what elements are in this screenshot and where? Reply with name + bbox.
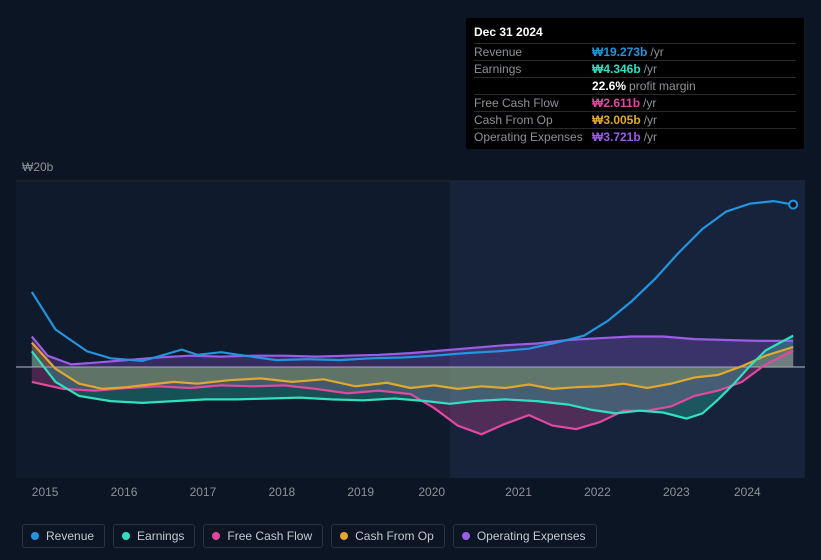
legend-color-dot [212,532,220,540]
tooltip-row-value: ₩19.273b [592,44,647,61]
tooltip-row-value: ₩3.005b [592,112,641,129]
x-axis-label: 2018 [268,485,295,499]
legend-label: Free Cash Flow [227,529,312,543]
x-axis-label: 2021 [505,485,532,499]
legend-label: Revenue [46,529,94,543]
tooltip-row-label: Operating Expenses [474,129,592,146]
tooltip-row-label: Revenue [474,44,592,61]
tooltip-row: 22.6%profit margin [474,77,796,94]
tooltip-row-value: 22.6% [592,78,626,95]
legend-label: Operating Expenses [477,529,586,543]
tooltip-row-suffix: profit margin [629,78,696,95]
chart-tooltip: Dec 31 2024 Revenue₩19.273b/yrEarnings₩4… [466,18,804,149]
tooltip-row-suffix: /yr [644,129,657,146]
earnings-revenue-chart[interactable] [16,160,805,498]
legend-color-dot [340,532,348,540]
legend-item[interactable]: Earnings [113,524,195,548]
tooltip-row-suffix: /yr [643,95,656,112]
x-axis-label: 2019 [347,485,374,499]
legend-color-dot [462,532,470,540]
tooltip-row: Free Cash Flow₩2.611b/yr [474,94,796,111]
x-axis-label: 2023 [663,485,690,499]
tooltip-row: Cash From Op₩3.005b/yr [474,111,796,128]
legend-item[interactable]: Free Cash Flow [203,524,323,548]
legend-color-dot [31,532,39,540]
legend-item[interactable]: Cash From Op [331,524,445,548]
legend-label: Earnings [137,529,184,543]
tooltip-row-suffix: /yr [650,44,663,61]
series-end-marker [789,201,797,209]
tooltip-row-label: Free Cash Flow [474,95,592,112]
x-axis-label: 2020 [418,485,445,499]
chart-legend: Revenue Earnings Free Cash Flow Cash From O… [22,524,597,548]
tooltip-date: Dec 31 2024 [474,24,796,43]
legend-color-dot [122,532,130,540]
tooltip-row-suffix: /yr [644,112,657,129]
legend-item[interactable]: Operating Expenses [453,524,597,548]
x-axis-label: 2024 [734,485,761,499]
tooltip-row-label: Earnings [474,61,592,78]
legend-label: Cash From Op [355,529,434,543]
x-axis-label: 2022 [584,485,611,499]
tooltip-row: Earnings₩4.346b/yr [474,60,796,77]
legend-item[interactable]: Revenue [22,524,105,548]
x-axis-label: 2015 [32,485,59,499]
tooltip-row-value: ₩3.721b [592,129,641,146]
x-axis-label: 2017 [190,485,217,499]
tooltip-row-suffix: /yr [644,61,657,78]
tooltip-row-label: Cash From Op [474,112,592,129]
tooltip-row-value: ₩4.346b [592,61,641,78]
tooltip-row: Revenue₩19.273b/yr [474,43,796,60]
tooltip-row-value: ₩2.611b [592,95,640,112]
tooltip-row: Operating Expenses₩3.721b/yr [474,128,796,145]
x-axis-label: 2016 [111,485,138,499]
